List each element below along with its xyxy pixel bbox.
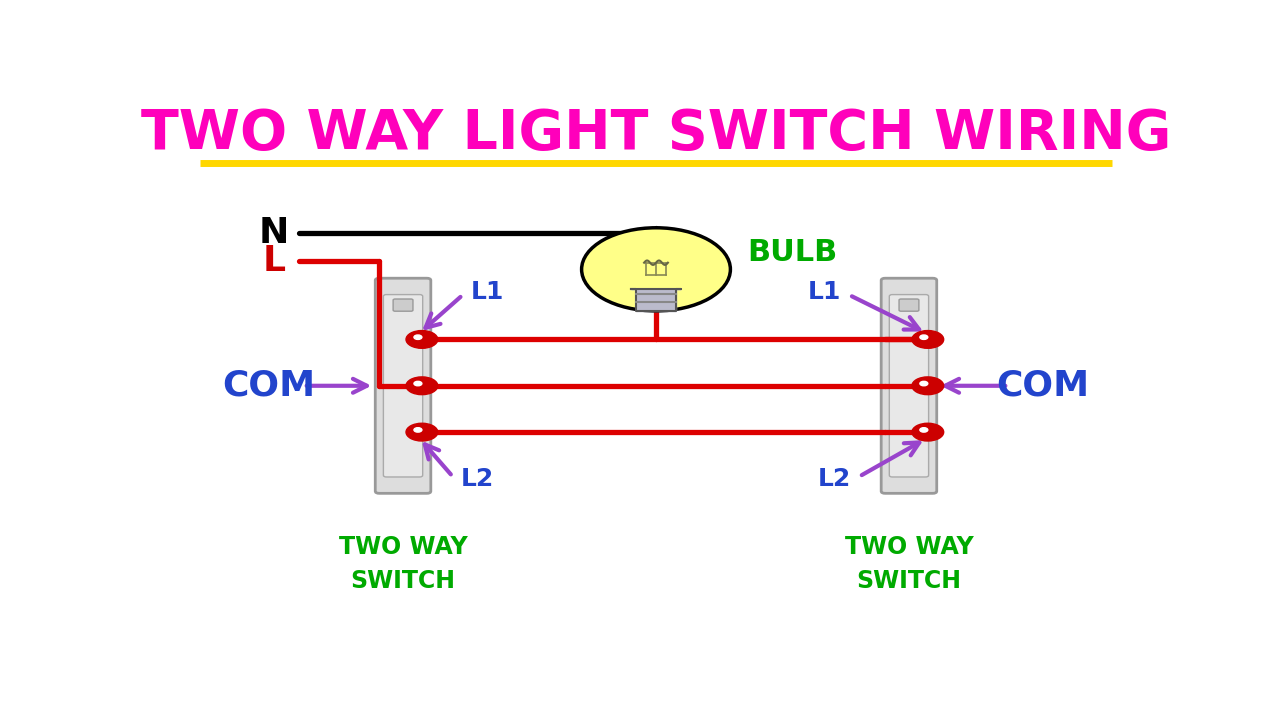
Circle shape xyxy=(413,382,422,386)
Circle shape xyxy=(413,428,422,432)
FancyBboxPatch shape xyxy=(890,294,928,477)
Circle shape xyxy=(406,377,438,395)
Text: TWO WAY
SWITCH: TWO WAY SWITCH xyxy=(845,536,973,593)
Circle shape xyxy=(911,423,943,441)
Text: L2: L2 xyxy=(461,467,494,491)
Text: N: N xyxy=(259,216,289,251)
FancyBboxPatch shape xyxy=(375,278,431,493)
Circle shape xyxy=(920,428,928,432)
Text: L1: L1 xyxy=(471,280,504,305)
FancyBboxPatch shape xyxy=(384,294,422,477)
Text: COM: COM xyxy=(223,369,316,402)
Circle shape xyxy=(581,228,731,311)
FancyBboxPatch shape xyxy=(881,278,937,493)
Circle shape xyxy=(911,377,943,395)
Text: L1: L1 xyxy=(808,280,841,305)
Text: L: L xyxy=(262,244,285,278)
Circle shape xyxy=(406,423,438,441)
Circle shape xyxy=(920,335,928,339)
Text: BULB: BULB xyxy=(748,238,837,267)
Circle shape xyxy=(920,382,928,386)
Circle shape xyxy=(911,330,943,348)
Polygon shape xyxy=(631,289,681,311)
Circle shape xyxy=(413,335,422,339)
FancyBboxPatch shape xyxy=(899,299,919,311)
FancyBboxPatch shape xyxy=(393,299,413,311)
Text: TWO WAY
SWITCH: TWO WAY SWITCH xyxy=(339,536,467,593)
Circle shape xyxy=(406,330,438,348)
Text: L2: L2 xyxy=(818,467,851,491)
Text: COM: COM xyxy=(996,369,1089,402)
Text: TWO WAY LIGHT SWITCH WIRING: TWO WAY LIGHT SWITCH WIRING xyxy=(141,107,1171,161)
